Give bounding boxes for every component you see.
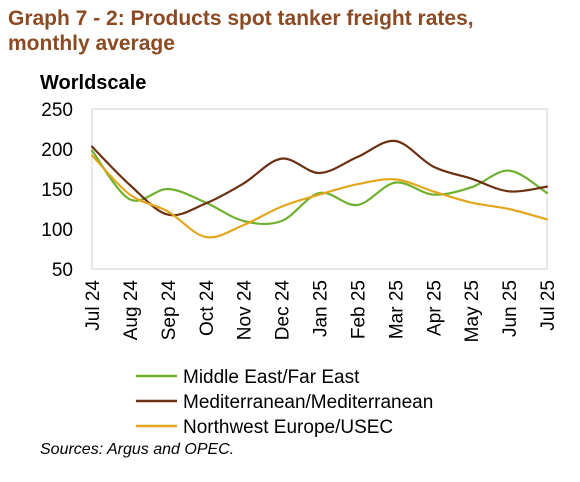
x-tick-label-dec-24: Dec 24 — [273, 280, 294, 341]
series-lines — [90, 139, 549, 239]
x-tick-label-mar-25: Mar 25 — [386, 280, 407, 339]
legend: Middle East/Far East Mediterranean/Medite… — [136, 367, 433, 438]
chart-title: Graph 7 - 2: Products spot tanker freigh… — [8, 6, 568, 56]
y-tick-label-100: 100 — [41, 220, 73, 241]
x-tick-label-oct-24: Oct 24 — [197, 280, 218, 336]
y-tick-label-50: 50 — [52, 260, 73, 281]
y-tick-label-150: 150 — [41, 180, 73, 201]
x-tick-label-jan-25: Jan 25 — [311, 280, 332, 337]
x-tick-label-sep-24: Sep 24 — [159, 280, 180, 341]
chart-title-line-1: Graph 7 - 2: Products spot tanker freigh… — [8, 7, 474, 30]
y-tick-label-200: 200 — [41, 140, 73, 161]
x-tick-label-jul-25: Jul 25 — [538, 280, 559, 331]
x-tick-label-may-25: May 25 — [462, 280, 483, 342]
x-tick-label-jun-25: Jun 25 — [500, 280, 521, 337]
series-line-mediterranean-mediterranean — [90, 139, 549, 217]
legend-label-mediterranean-mediterranean: Mediterranean/Mediterranean — [183, 392, 433, 413]
x-tick-label-aug-24: Aug 24 — [121, 280, 142, 341]
y-axis-tick-labels: 250 200 150 100 50 — [41, 100, 73, 281]
y-axis-label: Worldscale — [40, 72, 147, 94]
source-note: Sources: Argus and OPEC. — [40, 441, 235, 458]
plot-area-frame — [91, 108, 548, 270]
series-line-middle-east-far-east — [90, 149, 549, 226]
x-tick-label-jul-24: Jul 24 — [83, 280, 104, 331]
series-line-northwest-europe-usec — [90, 154, 549, 239]
chart-title-line-2: monthly average — [8, 32, 175, 55]
x-axis-tick-labels: Jul 24 Aug 24 Sep 24 Oct 24 Nov 24 Dec 24 Jan … — [83, 280, 559, 343]
legend-label-middle-east-far-east: Middle East/Far East — [183, 367, 360, 388]
x-tick-label-nov-24: Nov 24 — [235, 280, 256, 341]
x-tick-label-feb-25: Feb 25 — [348, 280, 369, 339]
y-tick-label-250: 250 — [41, 100, 73, 121]
x-tick-label-apr-25: Apr 25 — [424, 280, 445, 336]
legend-label-northwest-europe-usec: Northwest Europe/USEC — [183, 417, 393, 438]
